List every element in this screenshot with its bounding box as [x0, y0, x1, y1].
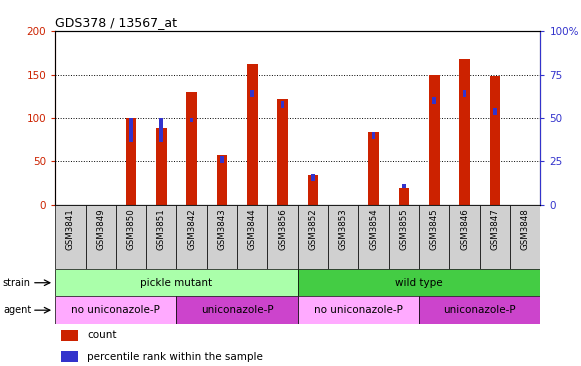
Text: GDS378 / 13567_at: GDS378 / 13567_at: [55, 16, 177, 29]
Bar: [307, 175, 318, 205]
Bar: [61, 330, 78, 341]
Bar: [125, 118, 137, 205]
Bar: [220, 156, 224, 163]
Text: uniconazole-P: uniconazole-P: [201, 305, 274, 315]
Bar: [85, 205, 116, 269]
Bar: [217, 156, 227, 205]
Text: GSM3849: GSM3849: [96, 208, 105, 250]
Bar: [156, 128, 167, 205]
Text: agent: agent: [3, 305, 31, 315]
Bar: [449, 205, 480, 269]
Bar: [297, 205, 328, 269]
Bar: [237, 205, 267, 269]
Text: GSM3846: GSM3846: [460, 208, 469, 250]
Bar: [55, 205, 85, 269]
Text: GSM3842: GSM3842: [187, 208, 196, 250]
Bar: [328, 205, 358, 269]
Bar: [510, 205, 540, 269]
Text: GSM3851: GSM3851: [157, 208, 166, 250]
Bar: [177, 205, 207, 269]
Text: uniconazole-P: uniconazole-P: [443, 305, 516, 315]
Bar: [399, 188, 409, 205]
Text: GSM3854: GSM3854: [369, 208, 378, 250]
Bar: [402, 184, 406, 188]
Bar: [372, 132, 375, 139]
Bar: [311, 174, 315, 181]
Bar: [419, 205, 449, 269]
Bar: [480, 205, 510, 269]
Text: wild type: wild type: [395, 278, 443, 288]
Bar: [432, 97, 436, 104]
Text: GSM3844: GSM3844: [248, 208, 257, 250]
Text: GSM3856: GSM3856: [278, 208, 287, 250]
Text: GSM3847: GSM3847: [490, 208, 499, 250]
Text: GSM3841: GSM3841: [66, 208, 75, 250]
Text: GSM3850: GSM3850: [127, 208, 135, 250]
Bar: [358, 205, 389, 269]
Bar: [277, 99, 288, 205]
Bar: [61, 351, 78, 362]
Bar: [177, 296, 297, 324]
Text: GSM3852: GSM3852: [309, 208, 317, 250]
Text: pickle mutant: pickle mutant: [141, 278, 213, 288]
Bar: [267, 205, 297, 269]
Bar: [55, 296, 177, 324]
Bar: [207, 205, 237, 269]
Text: strain: strain: [3, 278, 31, 288]
Text: count: count: [87, 330, 117, 340]
Text: GSM3848: GSM3848: [521, 208, 530, 250]
Text: GSM3855: GSM3855: [399, 208, 408, 250]
Bar: [146, 205, 177, 269]
Bar: [419, 296, 540, 324]
Bar: [281, 101, 285, 108]
Bar: [116, 205, 146, 269]
Bar: [429, 75, 439, 205]
Text: percentile rank within the sample: percentile rank within the sample: [87, 351, 263, 362]
Bar: [247, 64, 257, 205]
Bar: [493, 108, 497, 115]
Bar: [129, 118, 133, 142]
Bar: [368, 132, 379, 205]
Text: GSM3853: GSM3853: [339, 208, 348, 250]
Bar: [297, 296, 419, 324]
Bar: [250, 90, 254, 97]
Text: no uniconazole-P: no uniconazole-P: [71, 305, 160, 315]
Bar: [187, 92, 197, 205]
Bar: [490, 76, 500, 205]
Bar: [459, 59, 470, 205]
Bar: [55, 269, 297, 296]
Bar: [462, 90, 467, 97]
Bar: [159, 118, 163, 142]
Bar: [389, 205, 419, 269]
Text: GSM3845: GSM3845: [430, 208, 439, 250]
Bar: [190, 118, 193, 122]
Text: no uniconazole-P: no uniconazole-P: [314, 305, 403, 315]
Text: GSM3843: GSM3843: [217, 208, 227, 250]
Bar: [297, 269, 540, 296]
